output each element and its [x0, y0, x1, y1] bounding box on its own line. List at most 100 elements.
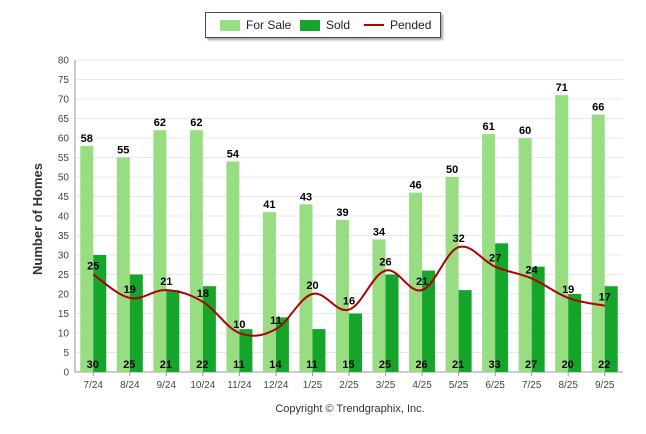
bar-sold-6/25	[495, 243, 509, 372]
bar-sold-10/24	[202, 286, 216, 372]
label-sold-1/25: 11	[306, 359, 318, 371]
pended-line	[92, 245, 605, 337]
legend: For Sale Sold Pended	[205, 12, 441, 38]
label-pended-12/24: 11	[270, 315, 282, 327]
label-pended-6/25: 27	[489, 253, 501, 265]
label-for-sale-10/24: 62	[190, 117, 202, 129]
label-sold-6/25: 33	[489, 359, 501, 371]
label-pended-9/24: 21	[160, 276, 172, 288]
label-pended-7/24: 25	[87, 261, 99, 273]
label-sold-12/24: 14	[269, 359, 282, 371]
legend-label-for-sale: For Sale	[246, 18, 292, 32]
x-tick-label-7/24: 7/24	[84, 380, 104, 391]
legend-label-pended: Pended	[390, 18, 432, 32]
label-sold-9/25: 22	[598, 359, 610, 371]
bar-sold-9/25	[604, 286, 618, 372]
label-pended-5/25: 32	[452, 233, 464, 245]
bar-for-sale-5/25	[445, 177, 459, 372]
label-for-sale-8/25: 71	[556, 82, 568, 94]
bar-for-sale-9/24	[153, 130, 167, 372]
x-tick-label-5/25: 5/25	[449, 380, 469, 391]
x-tick-label-9/24: 9/24	[157, 380, 177, 391]
label-for-sale-1/25: 43	[300, 191, 312, 203]
y-tick-label: 70	[58, 95, 70, 106]
label-pended-7/25: 24	[526, 264, 539, 276]
label-pended-10/24: 18	[197, 288, 209, 300]
label-for-sale-2/25: 39	[336, 207, 348, 219]
legend-item-sold[interactable]: Sold	[300, 18, 350, 32]
bar-for-sale-11/24	[226, 161, 240, 372]
bar-sold-7/25	[531, 266, 545, 372]
label-sold-7/24: 30	[87, 359, 99, 371]
bar-sold-5/25	[458, 290, 472, 372]
label-for-sale-8/24: 55	[117, 145, 129, 157]
bar-sold-9/24	[166, 290, 180, 372]
x-tick-label-7/25: 7/25	[522, 380, 542, 391]
label-pended-4/25: 21	[416, 276, 428, 288]
bar-for-sale-7/24	[80, 145, 94, 372]
label-sold-9/24: 21	[160, 359, 172, 371]
legend-item-for-sale[interactable]: For Sale	[220, 18, 291, 32]
y-tick-label: 5	[63, 348, 69, 359]
label-for-sale-11/24: 54	[227, 148, 240, 160]
bar-sold-1/25	[312, 329, 326, 372]
x-tick-label-2/25: 2/25	[339, 380, 359, 391]
y-tick-label: 60	[58, 134, 70, 145]
label-sold-10/24: 22	[196, 359, 208, 371]
label-pended-2/25: 16	[343, 296, 355, 308]
y-tick-label: 20	[58, 290, 70, 301]
label-pended-3/25: 26	[379, 257, 391, 269]
bar-sold-12/24	[275, 317, 289, 372]
bar-sold-4/25	[422, 270, 436, 372]
y-tick-label: 0	[63, 368, 69, 379]
bar-sold-11/24	[239, 329, 253, 372]
bar-for-sale-1/25	[299, 204, 313, 372]
y-tick-label: 35	[58, 231, 70, 242]
y-axis-title: Number of Homes	[30, 163, 45, 275]
label-sold-2/25: 15	[342, 359, 354, 371]
label-for-sale-4/25: 46	[409, 180, 421, 192]
legend-label-sold: Sold	[326, 18, 351, 32]
legend-item-pended[interactable]: Pended	[364, 18, 431, 32]
y-tick-label: 10	[58, 329, 70, 340]
label-for-sale-3/25: 34	[373, 226, 386, 238]
y-tick-label: 30	[58, 251, 70, 262]
bar-sold-3/25	[385, 274, 399, 372]
y-tick-label: 75	[58, 75, 70, 86]
x-tick-label-9/25: 9/25	[595, 380, 615, 391]
bar-for-sale-7/25	[518, 138, 532, 372]
copyright: Copyright © Trendgraphix, Inc.	[275, 403, 425, 415]
bar-for-sale-2/25	[336, 219, 349, 372]
label-for-sale-6/25: 61	[483, 121, 495, 133]
bar-sold-7/24	[93, 255, 107, 372]
bar-sold-8/25	[568, 294, 582, 372]
y-tick-label: 50	[58, 173, 70, 184]
bar-for-sale-6/25	[482, 134, 496, 372]
x-tick-label-12/24: 12/24	[263, 380, 288, 391]
label-pended-8/25: 19	[562, 284, 574, 296]
bar-for-sale-12/24	[262, 212, 276, 372]
label-sold-8/25: 20	[562, 359, 574, 371]
x-tick-label-6/25: 6/25	[485, 380, 505, 391]
bar-for-sale-10/24	[189, 130, 203, 372]
label-sold-8/24: 25	[123, 359, 135, 371]
label-for-sale-7/25: 60	[519, 125, 531, 137]
pended-swatch	[364, 24, 384, 26]
x-tick-label-11/24: 11/24	[227, 380, 252, 391]
bar-for-sale-8/25	[555, 95, 569, 372]
label-for-sale-5/25: 50	[446, 164, 458, 176]
x-tick-label-10/24: 10/24	[190, 380, 215, 391]
x-tick-label-8/24: 8/24	[120, 380, 140, 391]
for-sale-swatch	[220, 19, 240, 31]
label-sold-11/24: 11	[233, 359, 245, 371]
bar-sold-2/25	[349, 313, 362, 372]
label-for-sale-9/24: 62	[154, 117, 166, 129]
y-tick-label: 25	[58, 270, 70, 281]
y-tick-label: 45	[58, 192, 70, 203]
bar-for-sale-4/25	[409, 192, 423, 372]
label-sold-3/25: 25	[379, 359, 391, 371]
label-for-sale-9/25: 66	[592, 102, 604, 114]
label-sold-4/25: 26	[415, 359, 427, 371]
label-pended-1/25: 20	[306, 280, 318, 292]
